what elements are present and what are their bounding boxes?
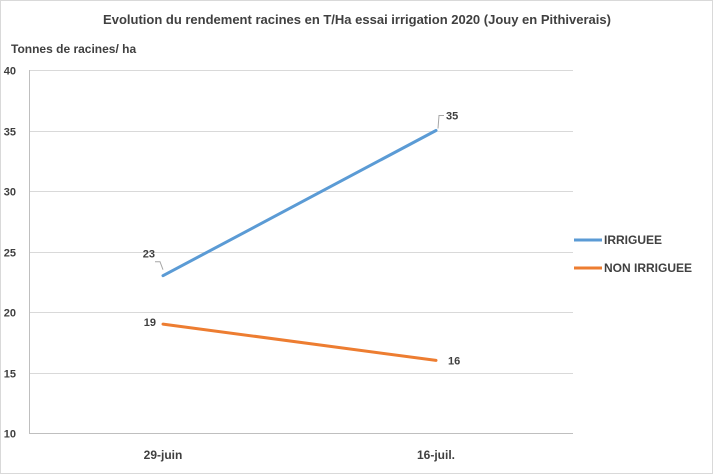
axes: 10 15 20 25 30 35 40 29-juin 16-juil.: [4, 66, 573, 462]
legend-item-1: NON IRRIGUEE: [574, 261, 692, 275]
y-tick-label-20: 20: [4, 308, 16, 320]
y-tick-label-40: 40: [4, 66, 16, 78]
data-label-1-1: 16: [448, 355, 460, 367]
y-tick-label-10: 10: [4, 429, 16, 441]
legend-label-1: NON IRRIGUEE: [604, 261, 692, 275]
data-label-0-1: 35: [446, 111, 458, 123]
y-tick-label-15: 15: [4, 369, 16, 381]
chart-title: Evolution du rendement racines en T/Ha e…: [103, 12, 611, 27]
x-tick-label-1: 16-juil.: [417, 448, 455, 462]
data-label-0-0: 23: [143, 249, 155, 261]
y-tick-label-30: 30: [4, 187, 16, 199]
gridlines: [29, 70, 573, 374]
x-tick-label-0: 29-juin: [144, 448, 183, 462]
leader-line-0-1: [437, 115, 444, 129]
data-label-1-0: 19: [144, 317, 156, 329]
legend-item-0: IRRIGUEE: [574, 233, 662, 247]
y-axis-label: Tonnes de racines/ ha: [11, 42, 136, 56]
series-lines: [161, 129, 438, 362]
data-labels: 23 35 19 16: [143, 111, 461, 368]
y-tick-label-35: 35: [4, 127, 16, 139]
y-tick-label-25: 25: [4, 248, 16, 260]
series-line-0: [161, 129, 438, 278]
series-line-1: [161, 322, 438, 362]
legend-label-0: IRRIGUEE: [604, 233, 662, 247]
leader-line-0-0: [155, 261, 164, 270]
legend: IRRIGUEE NON IRRIGUEE: [574, 233, 692, 275]
